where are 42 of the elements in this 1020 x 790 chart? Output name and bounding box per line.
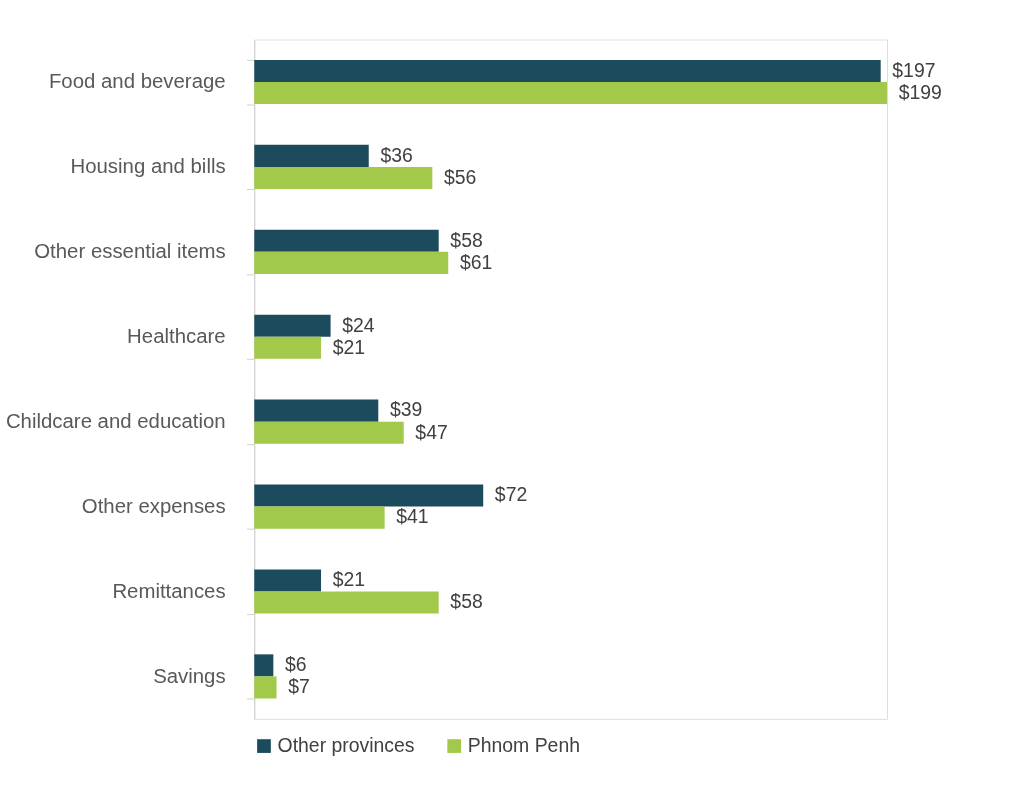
data-label: $6 <box>285 653 307 676</box>
y-tick-label: Remittances <box>112 579 226 602</box>
bar <box>254 676 277 699</box>
y-tick-label: Housing and bills <box>70 155 226 178</box>
y-tick-label: Childcare and education <box>5 409 226 432</box>
bar <box>254 591 439 614</box>
data-label: $72 <box>494 483 528 506</box>
y-tick-label: Food and beverage <box>48 70 226 93</box>
data-label: $24 <box>342 313 375 336</box>
bar <box>254 654 274 677</box>
data-label: $58 <box>450 228 483 251</box>
data-label: $199 <box>898 80 942 103</box>
data-label: $56 <box>443 165 477 188</box>
data-label: $39 <box>389 398 423 421</box>
y-tick-label: Other essential items <box>34 240 226 263</box>
y-tick-label: Other expenses <box>81 494 226 517</box>
bar <box>254 399 379 422</box>
data-label: $21 <box>332 568 366 591</box>
data-label: $58 <box>450 590 483 613</box>
bar <box>254 144 369 167</box>
data-label: $61 <box>459 250 493 273</box>
y-tick-label: Healthcare <box>127 325 226 348</box>
bar <box>254 166 433 189</box>
data-label: $197 <box>892 58 936 81</box>
data-label: $7 <box>288 675 310 698</box>
bar <box>254 251 449 274</box>
bar <box>254 59 881 82</box>
data-label: $41 <box>396 505 429 528</box>
legend-label: Phnom Penh <box>467 733 580 756</box>
y-tick-label: Savings <box>153 664 226 687</box>
bar <box>254 336 322 359</box>
data-label: $47 <box>415 420 448 443</box>
data-label: $36 <box>380 143 413 166</box>
bar <box>254 229 439 252</box>
bar <box>254 569 322 592</box>
data-label: $21 <box>332 335 366 358</box>
bar <box>254 421 404 444</box>
bar <box>254 314 331 337</box>
bar <box>254 506 385 529</box>
bar <box>254 81 888 105</box>
legend-label: Other provinces <box>277 733 415 756</box>
bar <box>254 484 484 507</box>
